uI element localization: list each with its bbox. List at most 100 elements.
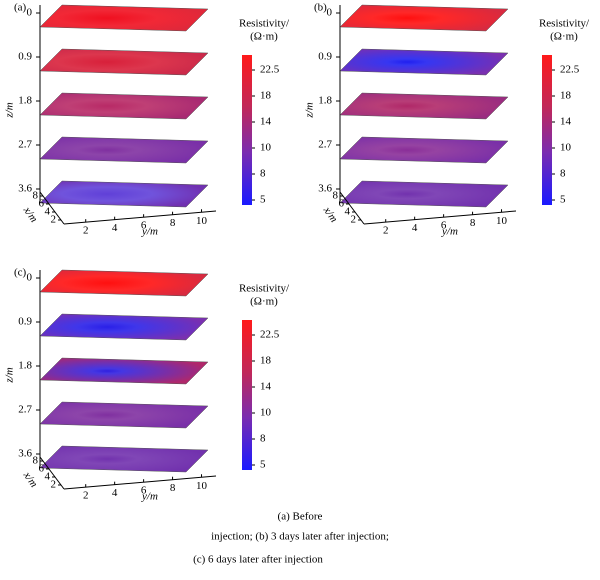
z-tick-label: 3.6 xyxy=(18,448,32,460)
y-tick-label: 8 xyxy=(170,217,176,229)
y-axis xyxy=(363,210,517,225)
z-tick-label: 3.6 xyxy=(318,183,332,195)
x-tick-label: 2 xyxy=(51,214,57,226)
z-tick-label: 2.7 xyxy=(18,139,32,151)
y-axis xyxy=(63,475,217,490)
x-axis xyxy=(339,191,365,225)
y-label: y/m xyxy=(441,226,458,238)
x-tick-label: 8 xyxy=(33,455,39,467)
z-tick-label: 0.9 xyxy=(18,316,32,328)
slice xyxy=(39,269,209,297)
x-tick-label: 2 xyxy=(51,479,57,491)
y-tick-label: 2 xyxy=(83,225,89,237)
colorbar-tick-label: 5 xyxy=(560,194,566,206)
x-tick-label: 6 xyxy=(339,198,345,210)
slice xyxy=(339,48,509,76)
slice xyxy=(39,313,209,341)
colorbar-tick-label: 14 xyxy=(260,116,272,128)
y-tick-label: 6 xyxy=(441,220,447,232)
y-tick-label: 2 xyxy=(383,225,389,237)
colorbar-tick-label: 8 xyxy=(260,433,266,445)
colorbar-tick-label: 5 xyxy=(260,194,266,206)
colorbar-tick-label: 8 xyxy=(560,168,566,180)
colorbar-tick-label: 10 xyxy=(260,142,272,154)
z-tick-label: 0 xyxy=(27,7,33,19)
y-tick-label: 10 xyxy=(196,480,208,492)
colorbar-tick-label: 18 xyxy=(260,90,272,102)
y-tick-label: 6 xyxy=(141,485,147,497)
slice xyxy=(39,48,209,76)
z-tick-label: 2.7 xyxy=(18,404,32,416)
x-tick-label: 8 xyxy=(333,190,339,202)
caption: (c) 6 days later after injection xyxy=(193,554,323,566)
y-tick-label: 4 xyxy=(412,222,418,234)
z-tick-label: 0.9 xyxy=(318,51,332,63)
colorbar xyxy=(242,320,252,470)
slice xyxy=(339,4,509,32)
colorbar-tick-label: 10 xyxy=(560,142,572,154)
colorbar-tick-label: 22.5 xyxy=(260,64,280,76)
x-tick-label: 4 xyxy=(345,206,351,218)
z-tick-label: 1.8 xyxy=(18,95,32,107)
colorbar-title: Resistivity/ xyxy=(239,283,290,295)
slice xyxy=(39,4,209,32)
colorbar-title: (Ω·m) xyxy=(250,31,278,43)
z-label: z/m xyxy=(304,102,316,118)
caption: injection; (b) 3 days later after inject… xyxy=(211,531,389,543)
slice xyxy=(39,180,209,208)
slice xyxy=(339,136,509,164)
colorbar-tick-label: 14 xyxy=(560,116,572,128)
colorbar-tick-label: 10 xyxy=(260,407,272,419)
x-label: x/m xyxy=(20,204,40,225)
y-tick-label: 4 xyxy=(112,487,118,499)
colorbar-title: (Ω·m) xyxy=(250,296,278,308)
slice xyxy=(39,357,209,385)
z-tick-label: 1.8 xyxy=(18,360,32,372)
colorbar-tick-label: 18 xyxy=(260,355,272,367)
colorbar-tick-label: 18 xyxy=(560,90,572,102)
colorbar-tick-label: 14 xyxy=(260,381,272,393)
z-tick-label: 0 xyxy=(27,272,33,284)
y-tick-label: 8 xyxy=(170,482,176,494)
x-label: x/m xyxy=(320,204,340,225)
slice xyxy=(39,445,209,473)
panel-label: (c) xyxy=(14,267,27,279)
y-tick-label: 4 xyxy=(112,222,118,234)
y-tick-label: 2 xyxy=(83,490,89,502)
slice xyxy=(39,401,209,429)
y-tick-label: 10 xyxy=(196,215,208,227)
y-tick-label: 10 xyxy=(496,215,508,227)
x-tick-label: 4 xyxy=(45,471,51,483)
x-tick-label: 4 xyxy=(45,206,51,218)
caption: (a) Before xyxy=(278,511,323,523)
colorbar xyxy=(242,55,252,205)
panel-label: (a) xyxy=(14,2,27,14)
y-label: y/m xyxy=(141,226,158,238)
y-label: y/m xyxy=(141,491,158,503)
slice xyxy=(39,136,209,164)
z-tick-label: 2.7 xyxy=(318,139,332,151)
colorbar xyxy=(542,55,552,205)
z-tick-label: 3.6 xyxy=(18,183,32,195)
panel-label: (b) xyxy=(314,2,327,14)
x-tick-label: 6 xyxy=(39,463,45,475)
colorbar-tick-label: 22.5 xyxy=(560,64,580,76)
z-label: z/m xyxy=(4,367,16,383)
colorbar-tick-label: 5 xyxy=(260,459,266,471)
x-tick-label: 8 xyxy=(33,190,39,202)
colorbar-title: (Ω·m) xyxy=(550,31,578,43)
z-tick-label: 0.9 xyxy=(18,51,32,63)
colorbar-tick-label: 22.5 xyxy=(260,329,280,341)
colorbar-title: Resistivity/ xyxy=(539,18,590,30)
colorbar-title: Resistivity/ xyxy=(239,18,290,30)
z-label: z/m xyxy=(4,102,16,118)
z-tick-label: 1.8 xyxy=(318,95,332,107)
x-label: x/m xyxy=(20,469,40,490)
x-tick-label: 2 xyxy=(351,214,357,226)
z-tick-label: 0 xyxy=(327,7,333,19)
x-tick-label: 6 xyxy=(39,198,45,210)
x-axis xyxy=(39,456,65,490)
